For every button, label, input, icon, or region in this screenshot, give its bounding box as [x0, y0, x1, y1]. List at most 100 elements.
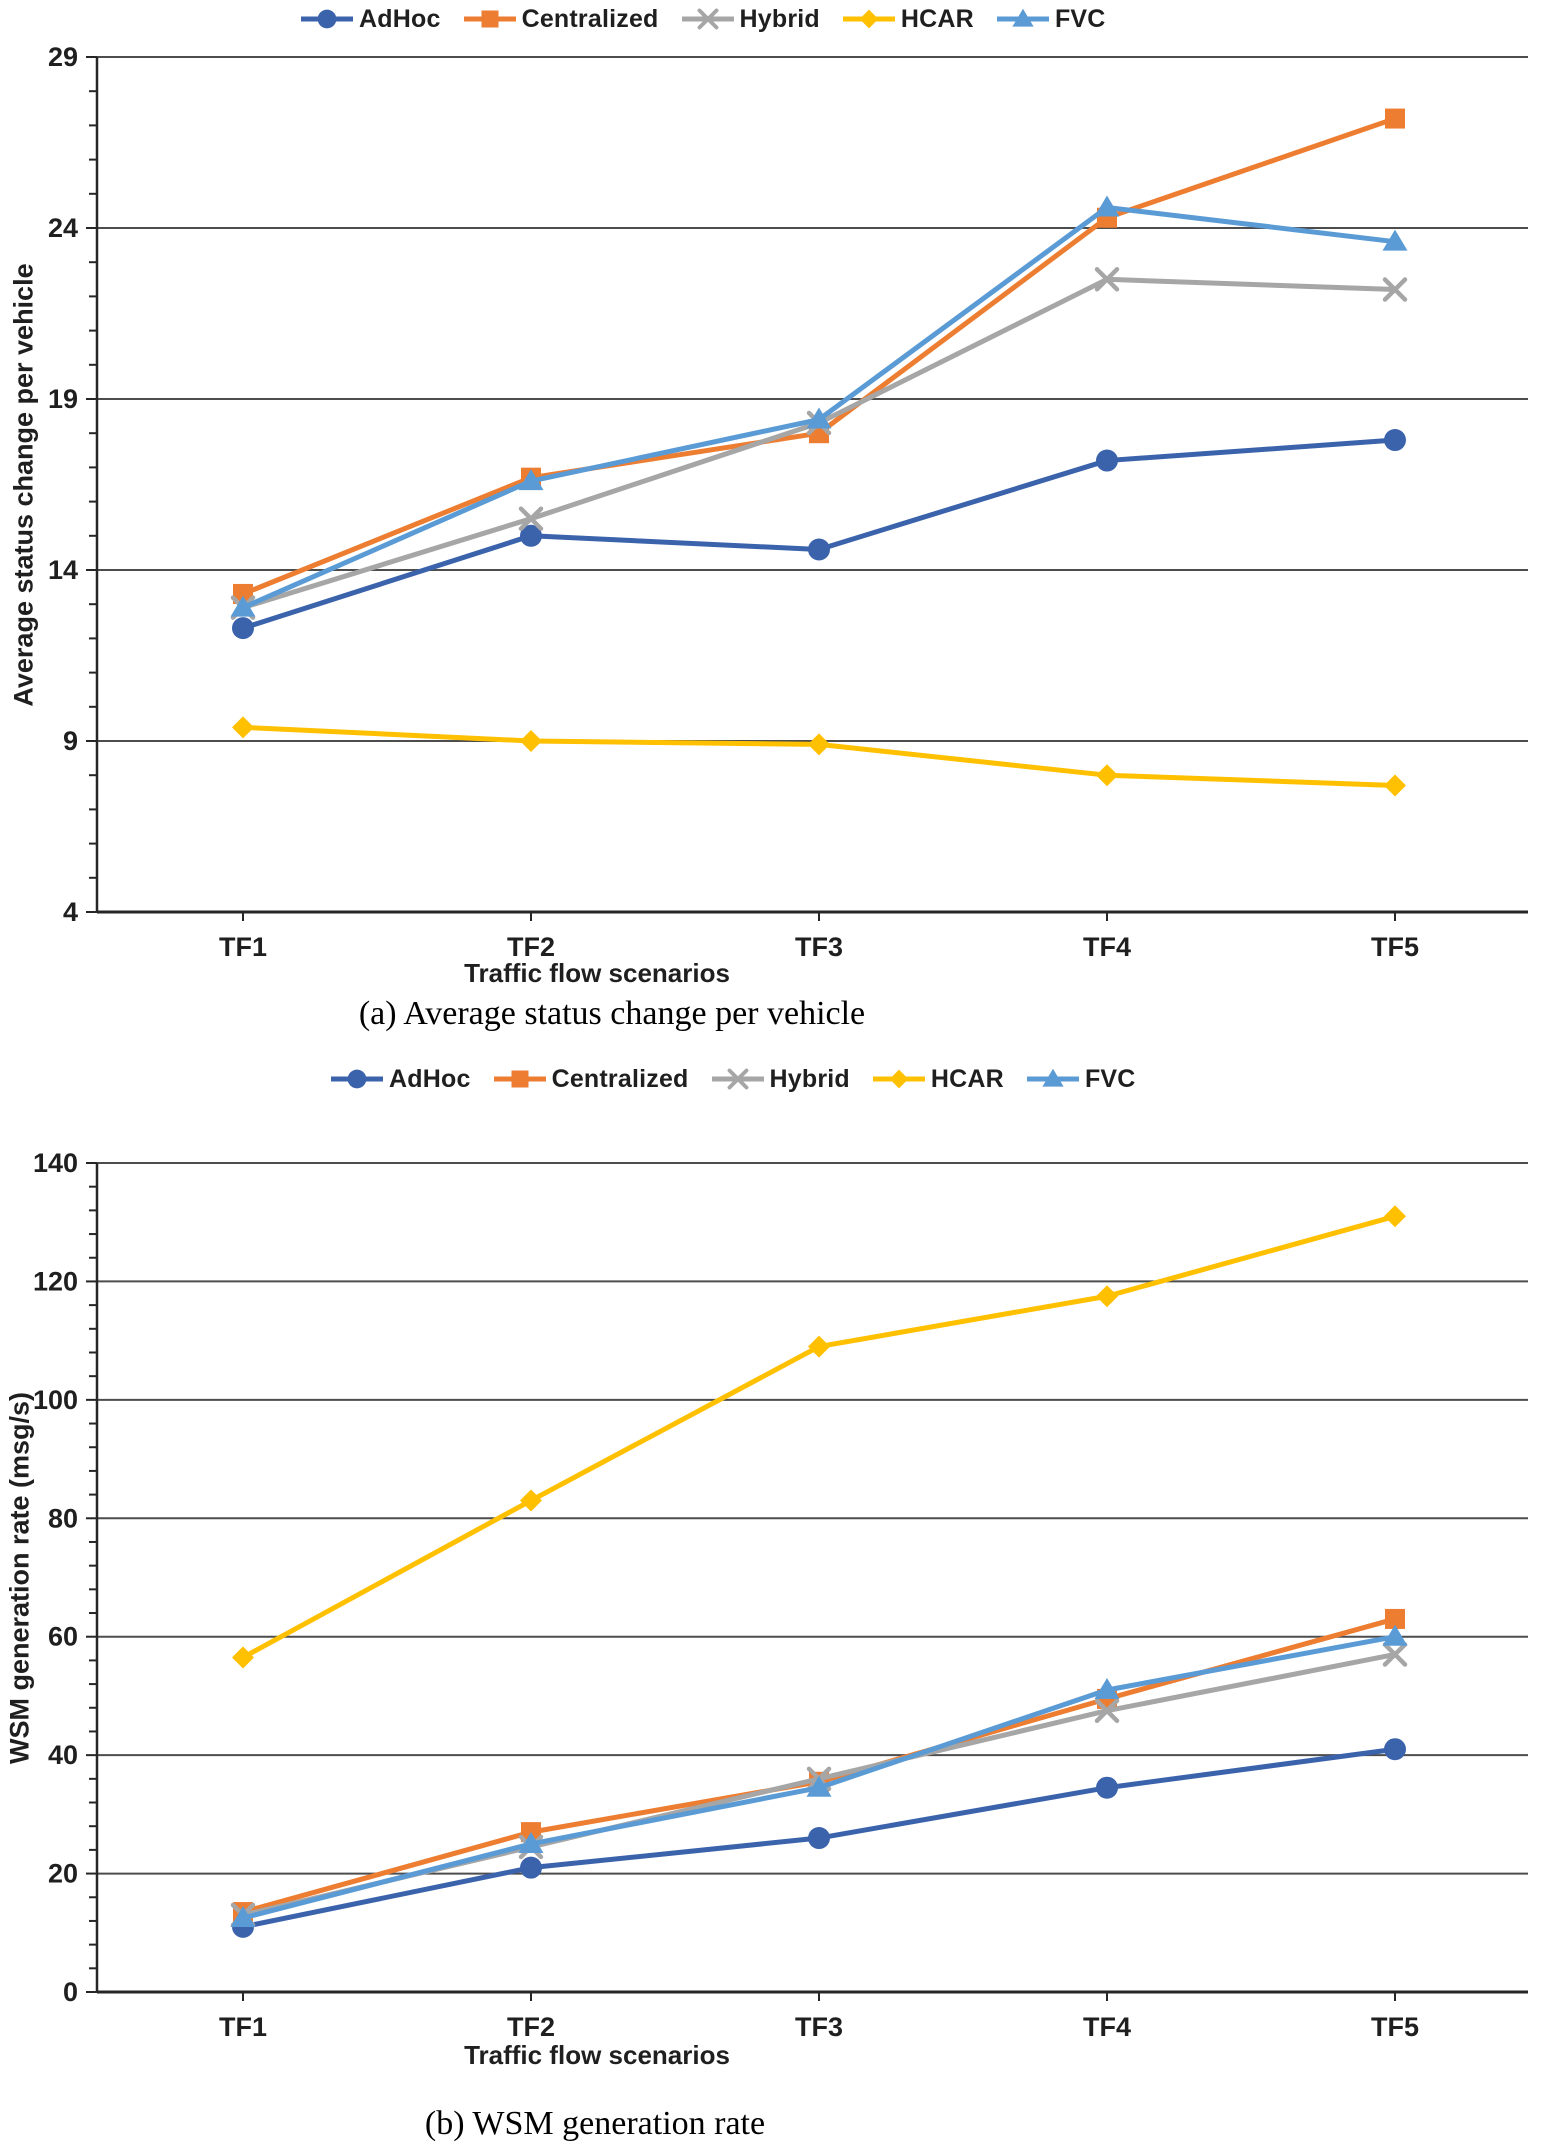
- point-centralized-tf5: [1385, 1608, 1405, 1629]
- point-hybrid-tf4: [1094, 267, 1120, 292]
- point-hcar-tf1: [232, 716, 254, 739]
- legend-label: AdHoc: [359, 4, 441, 33]
- point-fvc-tf4: [1094, 1678, 1120, 1700]
- legend-item-hcar: HCAR: [872, 1065, 1004, 1094]
- line-hcar: [240, 1213, 1398, 1660]
- point-adhoc-tf2: [520, 524, 542, 547]
- x-marker-icon: [711, 1068, 764, 1090]
- legend-item-hybrid: Hybrid: [711, 1065, 850, 1094]
- chart-b-legend: AdHoc Centralized Hybrid HCAR FVC: [330, 1062, 1136, 1096]
- figure-b-caption: (b) WSM generation rate: [424, 2105, 766, 2142]
- diamond-marker-icon: [872, 1069, 925, 1089]
- point-fvc-tf4: [1094, 195, 1120, 217]
- legend-label: Hybrid: [769, 1064, 850, 1093]
- legend-label: HCAR: [900, 4, 974, 33]
- legend-label: FVC: [1084, 1064, 1136, 1093]
- point-hybrid-tf5: [1382, 1642, 1408, 1667]
- point-hcar-tf4: [1096, 1285, 1118, 1308]
- point-fvc-tf3: [806, 407, 832, 429]
- chart-b-x-axis-title: Traffic flow scenarios: [464, 2040, 730, 2070]
- legend-item-hybrid: Hybrid: [681, 5, 820, 34]
- x-tick-label-TF5: TF5: [1371, 932, 1419, 958]
- legend-label: AdHoc: [389, 1064, 471, 1093]
- x-tick-label-TF4: TF4: [1083, 932, 1131, 958]
- chart-a-y-axis-title: Average status change per vehicle: [8, 263, 39, 707]
- series-hybrid: [230, 267, 1408, 620]
- y-tick-label-60: 60: [48, 1622, 78, 1652]
- series-hcar: [232, 1205, 1406, 1669]
- point-fvc-tf2: [518, 469, 544, 491]
- y-tick-label-120: 120: [33, 1266, 78, 1296]
- point-fvc-tf5: [1382, 229, 1408, 251]
- series-adhoc: [232, 429, 1406, 640]
- point-hcar-tf3: [808, 733, 830, 756]
- legend-item-fvc: FVC: [1026, 1065, 1136, 1094]
- x-tick-label-TF3: TF3: [795, 932, 843, 958]
- chart-a-x-axis-title: Traffic flow scenarios: [464, 958, 730, 988]
- point-centralized-tf5: [1385, 108, 1405, 129]
- figure-a-caption: (a) Average status change per vehicle: [358, 995, 866, 1032]
- legend-item-fvc: FVC: [996, 5, 1106, 34]
- legend-item-adhoc: AdHoc: [300, 5, 441, 34]
- point-fvc-tf1: [230, 595, 256, 617]
- point-hcar-tf3: [808, 1335, 830, 1358]
- x-tick-label-TF4: TF4: [1083, 2012, 1131, 2042]
- legend-item-adhoc: AdHoc: [330, 1065, 471, 1094]
- y-tick-label-100: 100: [33, 1385, 78, 1415]
- chart-b-canvas: 0 20 40 60 80 100 120 140 TF1 TF2 TF3 TF4 TF5: [33, 1148, 1528, 2042]
- x-tick-label-TF2: TF2: [507, 932, 555, 958]
- line-centralized: [240, 116, 1398, 597]
- legend-label: FVC: [1054, 4, 1106, 33]
- y-tick-label-80: 80: [48, 1503, 78, 1533]
- legend-label: Centralized: [551, 1064, 689, 1093]
- point-hcar-tf5: [1384, 774, 1406, 797]
- legend-label: Centralized: [521, 4, 659, 33]
- point-hybrid-tf5: [1382, 277, 1408, 302]
- legend-label: Hybrid: [739, 4, 820, 33]
- triangle-marker-icon: [1026, 1068, 1079, 1087]
- diamond-marker-icon: [842, 9, 895, 29]
- point-hcar-tf1: [232, 1646, 254, 1669]
- legend-item-hcar: HCAR: [842, 5, 974, 34]
- x-tick-label-TF5: TF5: [1371, 2012, 1419, 2042]
- point-centralized-tf1: [233, 583, 253, 604]
- line-centralized: [240, 1616, 1398, 1915]
- y-tick-label-24: 24: [48, 213, 78, 243]
- point-adhoc-tf2: [520, 1856, 542, 1879]
- y-tick-label-40: 40: [48, 1740, 78, 1770]
- point-hcar-tf5: [1384, 1205, 1406, 1228]
- y-tick-label-9: 9: [63, 726, 78, 756]
- circle-marker-icon: [301, 9, 353, 29]
- point-adhoc-tf1: [232, 617, 254, 640]
- triangle-marker-icon: [996, 8, 1049, 27]
- series-adhoc: [232, 1738, 1406, 1938]
- x-tick-label-TF1: TF1: [219, 2012, 267, 2042]
- x-tick-label-TF2: TF2: [507, 2012, 555, 2042]
- point-adhoc-tf3: [808, 538, 830, 561]
- point-hybrid-tf2: [518, 506, 544, 531]
- point-hcar-tf2: [520, 1489, 542, 1512]
- chart-b-y-axis-title: WSM generation rate (msg/s): [4, 1391, 35, 1765]
- legend-item-centralized: Centralized: [463, 5, 659, 34]
- y-tick-label-140: 140: [33, 1148, 78, 1178]
- y-tick-label-19: 19: [48, 384, 78, 414]
- point-adhoc-tf4: [1096, 449, 1118, 472]
- series-fvc: [230, 1624, 1408, 1927]
- legend-item-centralized: Centralized: [493, 1065, 689, 1094]
- square-marker-icon: [463, 10, 516, 28]
- point-fvc-tf1: [230, 1905, 256, 1927]
- point-adhoc-tf3: [808, 1827, 830, 1850]
- y-tick-label-0: 0: [63, 1977, 78, 2007]
- point-hybrid-tf4: [1094, 1698, 1120, 1723]
- y-tick-label-20: 20: [48, 1859, 78, 1889]
- point-adhoc-tf4: [1096, 1776, 1118, 1799]
- point-hcar-tf4: [1096, 764, 1118, 787]
- point-hcar-tf2: [520, 730, 542, 752]
- y-tick-label-14: 14: [48, 555, 78, 585]
- square-marker-icon: [493, 1070, 546, 1088]
- point-adhoc-tf5: [1384, 1738, 1406, 1761]
- series-fvc: [230, 195, 1408, 617]
- point-fvc-tf5: [1382, 1624, 1408, 1646]
- series-hcar: [232, 716, 1406, 797]
